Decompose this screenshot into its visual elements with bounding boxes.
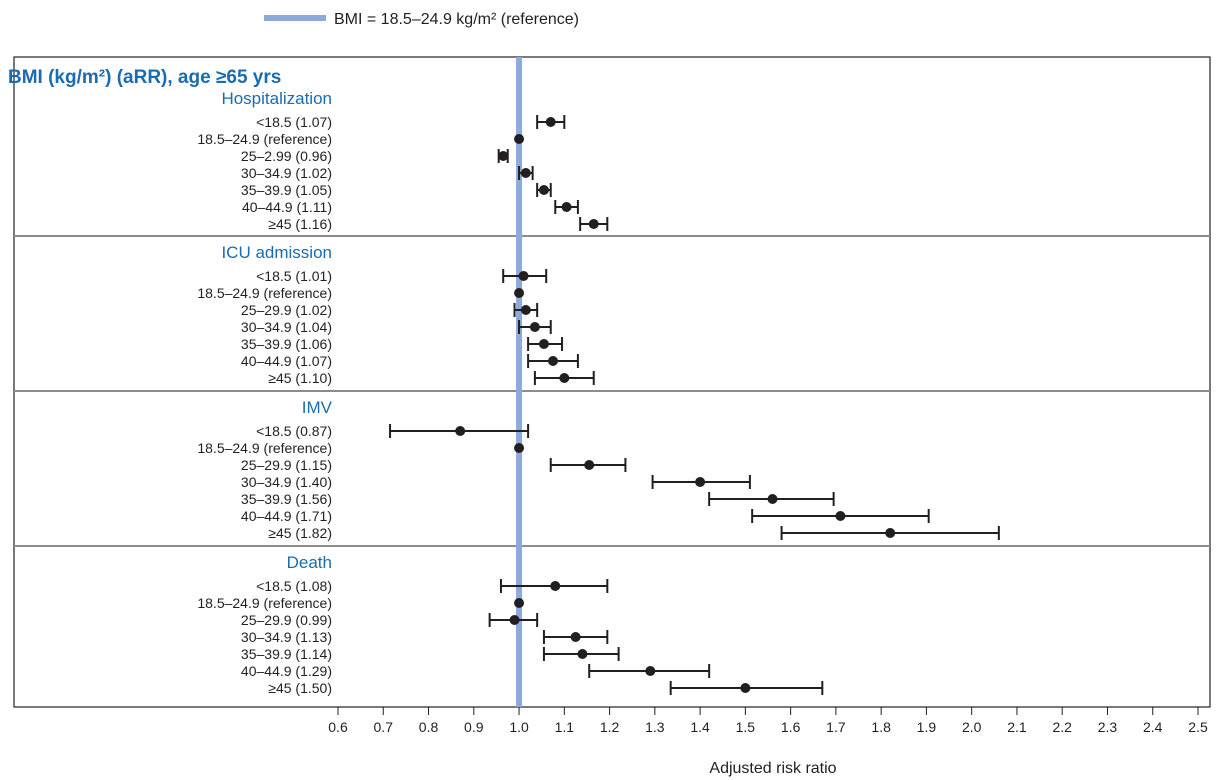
point-estimate <box>538 339 549 349</box>
point-estimate <box>509 615 520 625</box>
x-tick-label: 1.9 <box>917 719 937 735</box>
point-estimate <box>584 460 595 470</box>
x-axis-title: Adjusted risk ratio <box>709 760 836 777</box>
row-label: <18.5 (1.07) <box>256 114 332 130</box>
x-tick-label: 2.4 <box>1143 719 1163 735</box>
x-axis: 0.6 0.7 0.8 0.9 1.0 1.1 1.2 1.3 1.4 1.5 1.6 1.7 1.8 1… <box>328 707 1208 735</box>
x-tick-label: 1.4 <box>690 719 710 735</box>
x-tick-label: 2.5 <box>1188 719 1208 735</box>
point-estimate <box>514 288 525 298</box>
row-label: 30–34.9 (1.04) <box>241 319 332 335</box>
point-estimate <box>548 356 558 366</box>
row-label: 40–44.9 (1.71) <box>241 508 332 524</box>
point-estimate <box>577 649 588 659</box>
point-estimate <box>538 185 549 195</box>
x-tick-label: 1.2 <box>600 719 620 735</box>
row-label: <18.5 (1.08) <box>256 578 332 594</box>
x-tick-label: 2.1 <box>1007 719 1027 735</box>
x-tick-label: 0.7 <box>374 719 394 735</box>
point-estimate <box>545 117 556 127</box>
point-estimate <box>695 477 706 487</box>
point-estimate <box>514 598 525 608</box>
group-label-icu-admission: ICU admission <box>221 243 332 262</box>
x-tick-label: 1.8 <box>871 719 891 735</box>
point-estimate <box>498 151 509 161</box>
point-estimate <box>767 494 778 504</box>
row-label: 18.5–24.9 (reference) <box>197 131 332 147</box>
point-estimate <box>550 581 561 591</box>
x-tick-label: 2.3 <box>1098 719 1118 735</box>
row-label: 35–39.9 (1.14) <box>241 646 332 662</box>
point-estimate <box>740 683 751 693</box>
point-estimate <box>520 168 531 178</box>
row-label: 30–34.9 (1.40) <box>241 474 332 490</box>
x-tick-label: 0.8 <box>419 719 439 735</box>
point-estimate <box>529 322 540 332</box>
row-label: 40–44.9 (1.29) <box>241 663 332 679</box>
row-label: 25–29.9 (1.02) <box>241 302 332 318</box>
x-tick-label: 1.3 <box>645 719 665 735</box>
data-marks <box>389 115 1000 695</box>
row-label: ≥45 (1.82) <box>268 525 332 541</box>
point-estimate <box>455 426 466 436</box>
row-labels: Hospitalization<18.5 (1.07)18.5–24.9 (re… <box>197 89 332 696</box>
x-tick-label: 1.7 <box>826 719 846 735</box>
row-label: 25–29.9 (0.99) <box>241 612 332 628</box>
point-estimate <box>588 219 599 229</box>
legend-label: BMI = 18.5–24.9 kg/m² (reference) <box>334 11 579 28</box>
row-label: 35–39.9 (1.05) <box>241 182 332 198</box>
row-label: 25–2.99 (0.96) <box>241 148 332 164</box>
row-label: 18.5–24.9 (reference) <box>197 440 332 456</box>
row-label: 30–34.9 (1.02) <box>241 165 332 181</box>
row-label: 35–39.9 (1.56) <box>241 491 332 507</box>
point-estimate <box>559 373 570 383</box>
group-label-death: Death <box>287 553 332 572</box>
point-estimate <box>885 528 896 538</box>
point-estimate <box>518 271 529 281</box>
x-tick-label: 1.5 <box>736 719 756 735</box>
point-estimate <box>561 202 572 212</box>
row-label: ≥45 (1.10) <box>268 370 332 386</box>
x-tick-label: 2.0 <box>962 719 982 735</box>
row-label: <18.5 (1.01) <box>256 268 332 284</box>
point-estimate <box>645 666 656 676</box>
point-estimate <box>514 443 525 453</box>
row-label: 18.5–24.9 (reference) <box>197 285 332 301</box>
row-label: 30–34.9 (1.13) <box>241 629 332 645</box>
row-label: 18.5–24.9 (reference) <box>197 595 332 611</box>
point-estimate <box>570 632 581 642</box>
chart-title: BMI (kg/m²) (aRR), age ≥65 yrs <box>8 67 281 88</box>
x-tick-label: 2.2 <box>1052 719 1072 735</box>
row-label: 40–44.9 (1.11) <box>242 199 332 215</box>
group-label-imv: IMV <box>302 398 333 417</box>
x-tick-label: 0.9 <box>464 719 484 735</box>
x-tick-label: 1.6 <box>781 719 801 735</box>
x-tick-label: 1.1 <box>555 719 575 735</box>
group-separators <box>14 235 1210 547</box>
row-label: 25–29.9 (1.15) <box>241 457 332 473</box>
row-label: 40–44.9 (1.07) <box>241 353 332 369</box>
row-label: <18.5 (0.87) <box>256 423 332 439</box>
point-estimate <box>835 511 846 521</box>
legend: BMI = 18.5–24.9 kg/m² (reference) <box>264 11 579 28</box>
row-label: ≥45 (1.50) <box>268 680 332 696</box>
point-estimate <box>514 134 525 144</box>
point-estimate <box>520 305 531 315</box>
group-label-hospitalization: Hospitalization <box>221 89 332 108</box>
plot-frame <box>13 56 1211 708</box>
x-tick-label: 0.6 <box>328 719 348 735</box>
row-label: ≥45 (1.16) <box>268 216 332 232</box>
row-label: 35–39.9 (1.06) <box>241 336 332 352</box>
x-tick-label: 1.0 <box>509 719 529 735</box>
